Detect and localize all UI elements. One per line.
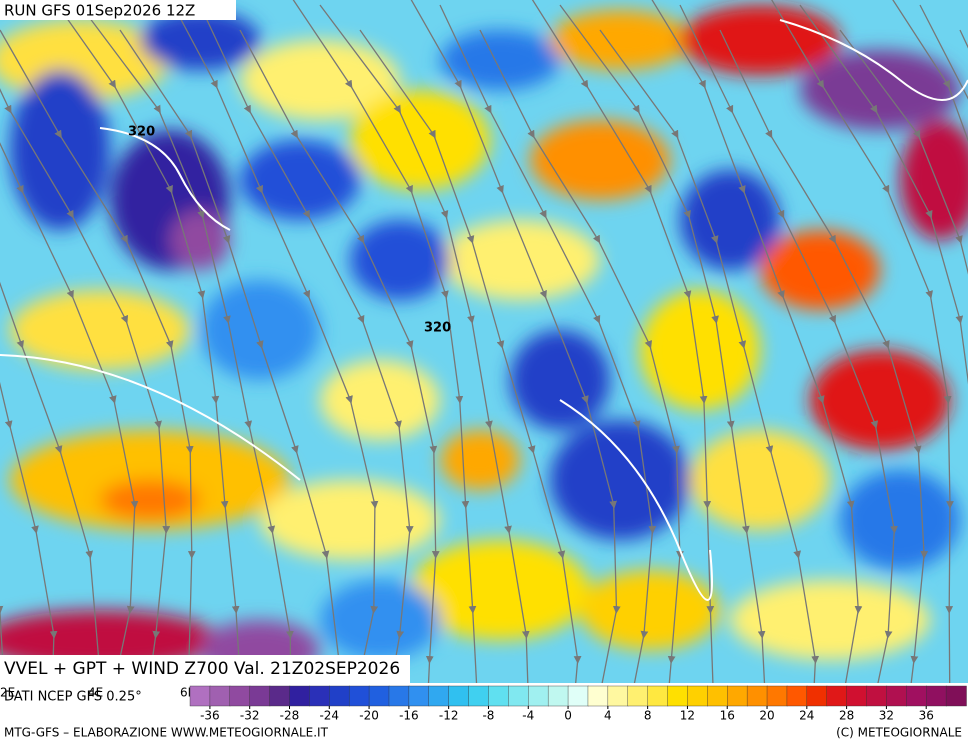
- color-box: [746, 685, 768, 707]
- color-box: [926, 685, 947, 707]
- color-box: [945, 685, 967, 707]
- caption: VVEL + GPT + WIND Z700 Val. 21Z02SEP2026: [4, 659, 400, 679]
- color-box: [488, 685, 510, 707]
- colorbar-tick-label: 28: [839, 709, 854, 723]
- color-box: [766, 685, 788, 707]
- colorbar-tick-label: -4: [522, 709, 534, 723]
- color-box: [388, 685, 410, 707]
- color-box: [806, 685, 828, 707]
- credit: MTG-GFS – ELABORAZIONE WWW.METEOGIORNALE…: [4, 726, 329, 740]
- color-box: [707, 685, 728, 707]
- colorbar-tick-label: 36: [919, 709, 934, 723]
- color-box: [309, 685, 330, 707]
- color-box: [667, 685, 689, 707]
- colorbar-tick-label: 8: [644, 709, 652, 723]
- color-box: [528, 685, 549, 707]
- color-box: [687, 685, 709, 707]
- streamline: [839, 29, 968, 664]
- color-box: [826, 685, 848, 707]
- color-box: [428, 685, 450, 707]
- colorbar-tick-label: -16: [399, 709, 419, 723]
- color-box: [607, 685, 629, 707]
- color-box: [886, 685, 908, 707]
- colorbar: -36 -32 -28 -24 -20 -16 -12 -8 -4 0 4 8 12 16 20 24 28 32…: [189, 685, 967, 723]
- source: DATI NCEP GFS 0.25°: [4, 690, 142, 705]
- color-box: [647, 685, 669, 707]
- contour-label: 320: [424, 321, 451, 336]
- colorbar-tick-label: 32: [879, 709, 894, 723]
- color-box: [508, 685, 529, 707]
- colorbar-tick-label: -20: [359, 709, 379, 723]
- colorbar-tick-label: 16: [720, 709, 735, 723]
- colorbar-tick-label: -32: [240, 709, 260, 723]
- color-box: [866, 685, 888, 707]
- lon-label: 4E: [88, 686, 103, 700]
- color-box: [547, 685, 569, 707]
- contour-label: 320: [128, 125, 155, 140]
- color-box: [468, 685, 490, 707]
- color-box: [329, 685, 350, 707]
- colorbar-tick-label: 12: [680, 709, 695, 723]
- color-box: [906, 685, 927, 707]
- lon-label: 2E: [0, 686, 15, 700]
- colorbar-tick-label: -36: [200, 709, 220, 723]
- color-box: [587, 685, 609, 707]
- color-box: [289, 685, 311, 707]
- streamline: [892, 0, 968, 614]
- color-box: [727, 685, 748, 707]
- color-box: [209, 685, 231, 707]
- colorbar-tick-label: 20: [759, 709, 774, 723]
- color-box: [348, 685, 370, 707]
- color-box: [249, 685, 271, 707]
- color-box: [269, 685, 291, 707]
- colorbar-tick-label: 0: [564, 709, 572, 723]
- colorbar-tick-label: -28: [280, 709, 300, 723]
- colorbar-tick-label: 24: [799, 709, 814, 723]
- colorbar-tick-label: -24: [319, 709, 339, 723]
- color-box: [408, 685, 430, 707]
- color-box: [846, 685, 868, 707]
- color-box: [448, 685, 470, 707]
- run-title: RUN GFS 01Sep2026 12Z: [4, 2, 195, 20]
- color-box: [368, 685, 390, 707]
- color-box: [189, 685, 211, 707]
- color-box: [567, 685, 589, 707]
- colorbar-tick-label: -12: [439, 709, 459, 723]
- colorbar-tick-label: 4: [604, 709, 612, 723]
- colorbar-tick-label: -8: [482, 709, 494, 723]
- copyright: (C) METEOGIORNALE: [836, 726, 962, 740]
- color-box: [627, 685, 649, 707]
- caption-box: [0, 655, 410, 683]
- color-box: [786, 685, 808, 707]
- color-box: [229, 685, 251, 707]
- title-box: [0, 0, 236, 20]
